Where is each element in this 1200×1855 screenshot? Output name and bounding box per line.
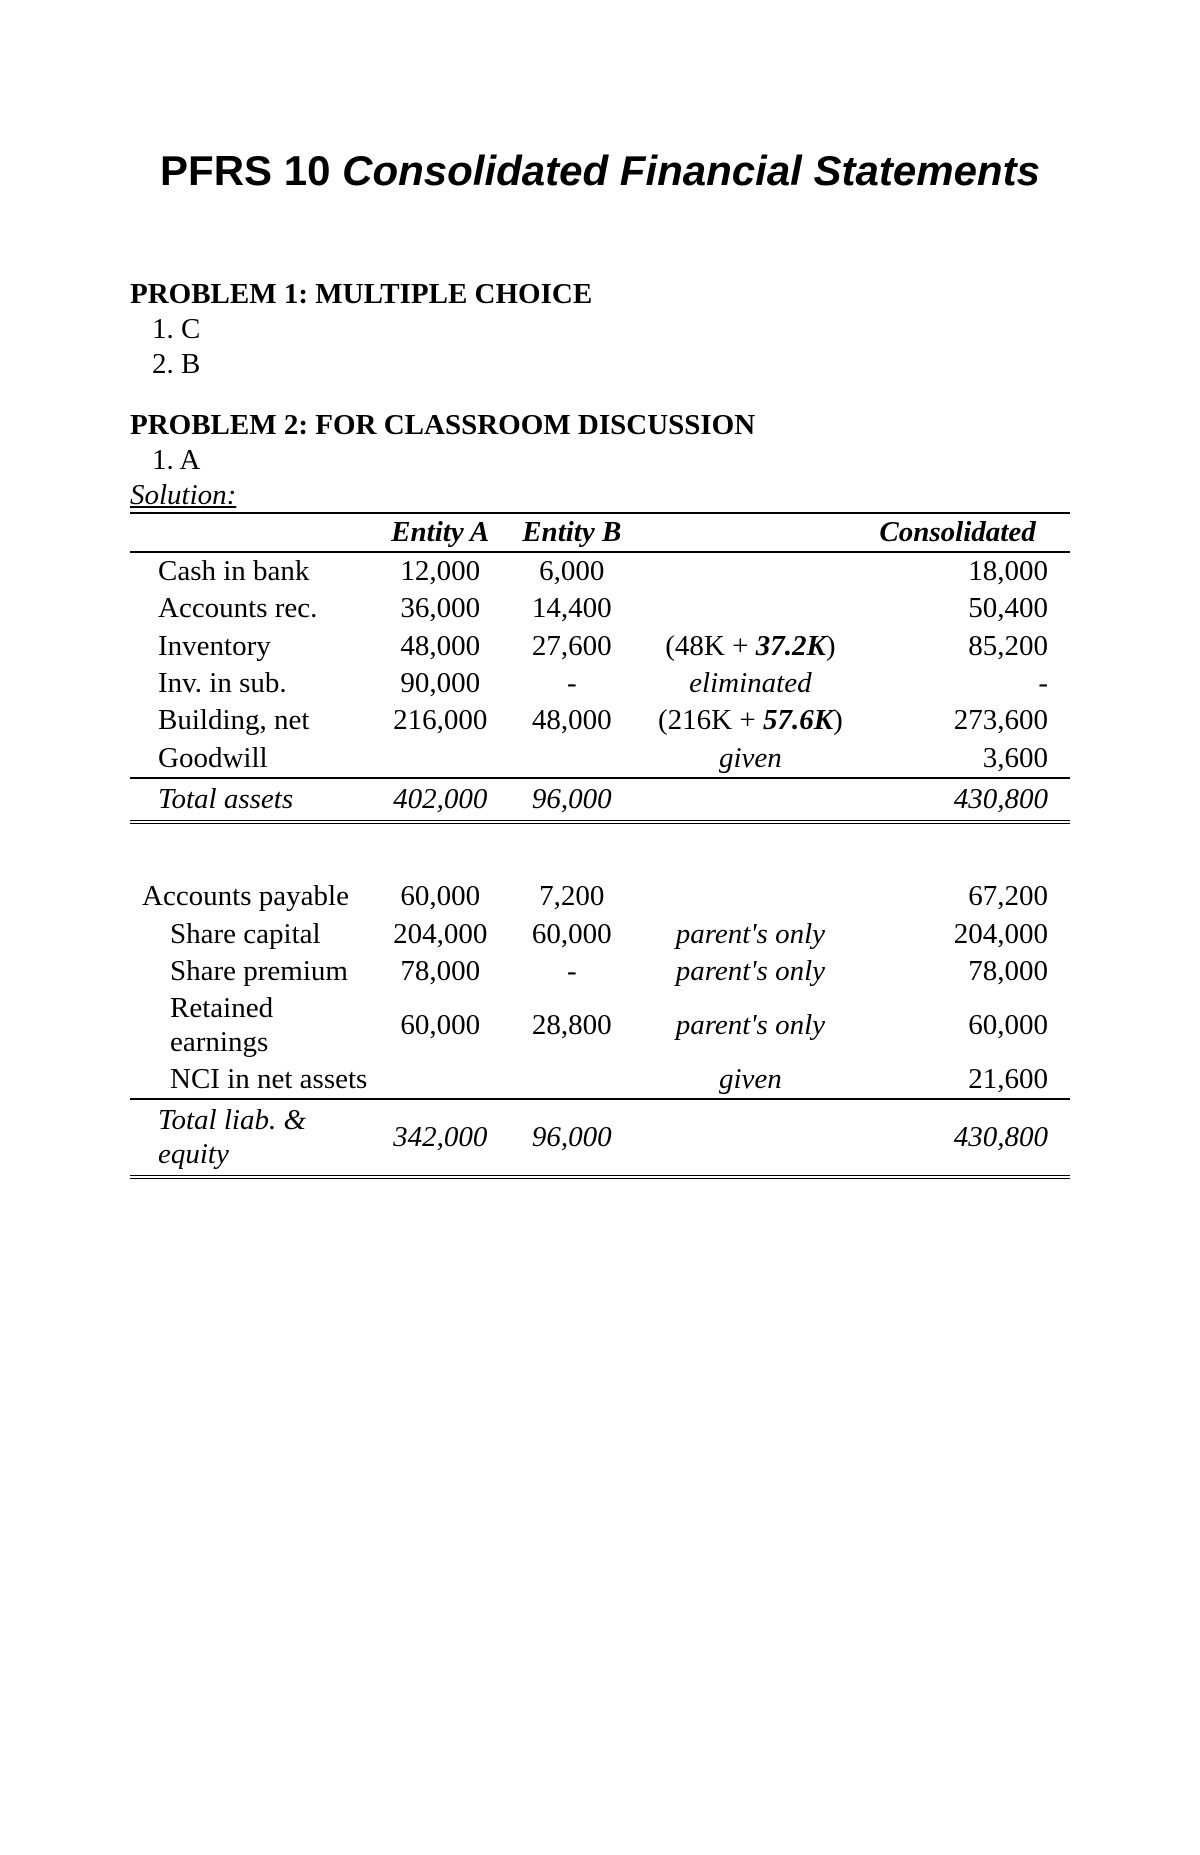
consolidated-value: 3,600: [863, 740, 1070, 778]
note-cell: (216K + 57.6K): [638, 702, 864, 739]
entity-b-value: 48,000: [506, 702, 638, 739]
note-cell: parent's only: [638, 990, 864, 1061]
title-italic: Consolidated Financial Statements: [342, 147, 1040, 194]
entity-a-value: 60,000: [374, 878, 506, 915]
problem2-answers: 1. A: [130, 444, 1070, 477]
consolidated-value: 60,000: [863, 990, 1070, 1061]
entity-b-value: 14,400: [506, 590, 638, 627]
entity-b-value: -: [506, 953, 638, 990]
hdr-consolidated: Consolidated: [863, 513, 1070, 552]
entity-a-value: 48,000: [374, 628, 506, 665]
total-assets-note: [638, 778, 864, 822]
financial-table: Entity A Entity B Consolidated Cash in b…: [130, 512, 1070, 1180]
total-assets-b: 96,000: [506, 778, 638, 822]
hdr-entity-a: Entity A: [374, 513, 506, 552]
hdr-blank2: [638, 513, 864, 552]
answer-line: 1. C: [152, 313, 1070, 346]
row-label: Share premium: [130, 953, 374, 990]
consolidated-value: 50,400: [863, 590, 1070, 627]
row-label: Inv. in sub.: [130, 665, 374, 702]
entity-a-value: 12,000: [374, 552, 506, 590]
table-row: Building, net216,00048,000(216K + 57.6K)…: [130, 702, 1070, 739]
row-label: Building, net: [130, 702, 374, 739]
entity-b-value: 7,200: [506, 878, 638, 915]
table-row: Inventory48,00027,600(48K + 37.2K)85,200: [130, 628, 1070, 665]
entity-a-value: 78,000: [374, 953, 506, 990]
entity-a-value: 204,000: [374, 916, 506, 953]
row-label: Accounts payable: [130, 878, 374, 915]
entity-a-value: 216,000: [374, 702, 506, 739]
table-row: Accounts rec.36,00014,400 50,400: [130, 590, 1070, 627]
solution-label: Solution:: [130, 479, 1070, 512]
spacer-row: [130, 822, 1070, 878]
total-assets-cons: 430,800: [863, 778, 1070, 822]
note-cell: (48K + 37.2K): [638, 628, 864, 665]
hdr-blank1: [130, 513, 374, 552]
problem2-head: PROBLEM 2: FOR CLASSROOM DISCUSSION: [130, 409, 1070, 442]
row-label: Accounts rec.: [130, 590, 374, 627]
row-label: NCI in net assets: [130, 1061, 374, 1099]
note-cell: given: [638, 740, 864, 778]
title-plain: PFRS 10: [160, 147, 342, 194]
row-label: Retained earnings: [130, 990, 374, 1061]
table-row: Accounts payable60,0007,200 67,200: [130, 878, 1070, 915]
total-liab-note: [638, 1099, 864, 1177]
entity-b-value: [506, 1061, 638, 1099]
consolidated-value: 273,600: [863, 702, 1070, 739]
table-row: Retained earnings60,00028,800parent's on…: [130, 990, 1070, 1061]
total-liab-label: Total liab. & equity: [130, 1099, 374, 1177]
row-label: Share capital: [130, 916, 374, 953]
note-cell: [638, 878, 864, 915]
entity-b-value: 28,800: [506, 990, 638, 1061]
table-row: Cash in bank12,0006,000 18,000: [130, 552, 1070, 590]
entity-b-value: 27,600: [506, 628, 638, 665]
total-liab-b: 96,000: [506, 1099, 638, 1177]
liab-total-row: Total liab. & equity 342,000 96,000 430,…: [130, 1099, 1070, 1177]
consolidated-value: 85,200: [863, 628, 1070, 665]
total-liab-cons: 430,800: [863, 1099, 1070, 1177]
answer-line: 1. A: [152, 444, 1070, 477]
answer-line: 2. B: [152, 348, 1070, 381]
note-cell: [638, 552, 864, 590]
entity-b-value: -: [506, 665, 638, 702]
consolidated-value: 18,000: [863, 552, 1070, 590]
row-label: Cash in bank: [130, 552, 374, 590]
note-cell: parent's only: [638, 916, 864, 953]
problem1-head: PROBLEM 1: MULTIPLE CHOICE: [130, 278, 1070, 311]
hdr-entity-b: Entity B: [506, 513, 638, 552]
table-row: Share capital204,00060,000parent's only2…: [130, 916, 1070, 953]
entity-a-value: [374, 1061, 506, 1099]
page: PFRS 10 Consolidated Financial Statement…: [0, 0, 1200, 1855]
table-row: Share premium78,000-parent's only78,000: [130, 953, 1070, 990]
entity-a-value: 90,000: [374, 665, 506, 702]
total-assets-label: Total assets: [130, 778, 374, 822]
consolidated-value: 67,200: [863, 878, 1070, 915]
entity-a-value: 36,000: [374, 590, 506, 627]
row-label: Goodwill: [130, 740, 374, 778]
note-cell: [638, 590, 864, 627]
consolidated-value: 78,000: [863, 953, 1070, 990]
spacer: [130, 383, 1070, 409]
entity-b-value: [506, 740, 638, 778]
total-assets-a: 402,000: [374, 778, 506, 822]
row-label: Inventory: [130, 628, 374, 665]
note-cell: parent's only: [638, 953, 864, 990]
page-title: PFRS 10 Consolidated Financial Statement…: [130, 145, 1070, 198]
problem1-answers: 1. C2. B: [130, 313, 1070, 381]
consolidated-value: -: [863, 665, 1070, 702]
table-row: NCI in net assets given21,600: [130, 1061, 1070, 1099]
entity-a-value: [374, 740, 506, 778]
header-row: Entity A Entity B Consolidated: [130, 513, 1070, 552]
table-row: Inv. in sub.90,000-eliminated-: [130, 665, 1070, 702]
total-liab-a: 342,000: [374, 1099, 506, 1177]
entity-b-value: 6,000: [506, 552, 638, 590]
entity-a-value: 60,000: [374, 990, 506, 1061]
consolidated-value: 21,600: [863, 1061, 1070, 1099]
table-row: Goodwill given3,600: [130, 740, 1070, 778]
consolidated-value: 204,000: [863, 916, 1070, 953]
entity-b-value: 60,000: [506, 916, 638, 953]
assets-total-row: Total assets 402,000 96,000 430,800: [130, 778, 1070, 822]
note-cell: eliminated: [638, 665, 864, 702]
note-cell: given: [638, 1061, 864, 1099]
